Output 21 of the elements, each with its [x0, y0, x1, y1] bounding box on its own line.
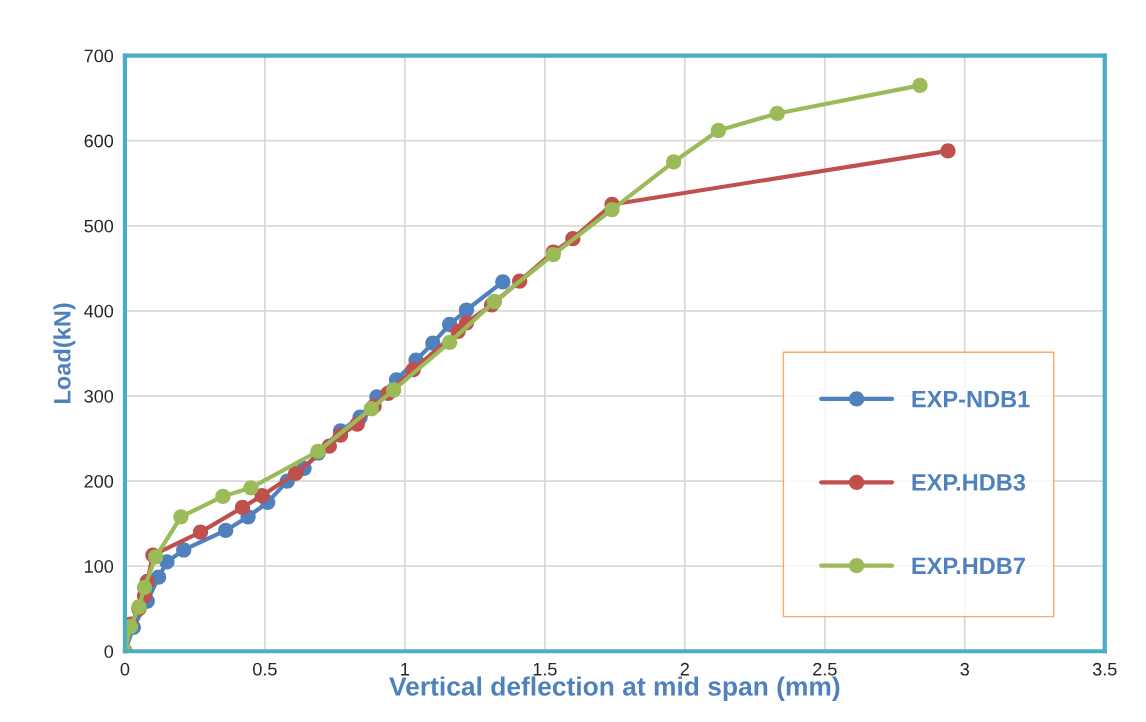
x-tick-label: 3.5 — [1092, 662, 1117, 676]
y-tick-label: 100 — [85, 560, 114, 573]
x-axis-title: Vertical deflection at mid span (mm) — [389, 676, 840, 702]
y-tick-label: 500 — [84, 219, 114, 233]
x-tick-label: 3 — [960, 662, 969, 676]
y-axis-title: Load(kN) — [53, 303, 76, 403]
legend-label: EXP-NDB1 — [912, 390, 1030, 408]
y-tick-label: 0 — [104, 645, 114, 658]
y-tick-label: 200 — [84, 474, 114, 488]
legend-label: EXP.HDB3 — [912, 474, 1026, 491]
x-tick-label: 1 — [401, 663, 410, 676]
x-tick-label: 1.5 — [533, 663, 557, 676]
y-tick-label: 400 — [84, 304, 114, 318]
x-tick-label: 2 — [680, 662, 689, 676]
legend-label: EXP.HDB7 — [912, 557, 1025, 574]
x-tick-label: 0.5 — [253, 662, 277, 676]
y-tick-label: 700 — [84, 49, 114, 63]
y-tick-label: 600 — [84, 134, 114, 148]
x-tick-label: 2.5 — [813, 662, 837, 676]
y-tick-label: 300 — [84, 389, 114, 403]
x-tick-label: 0 — [120, 662, 130, 676]
